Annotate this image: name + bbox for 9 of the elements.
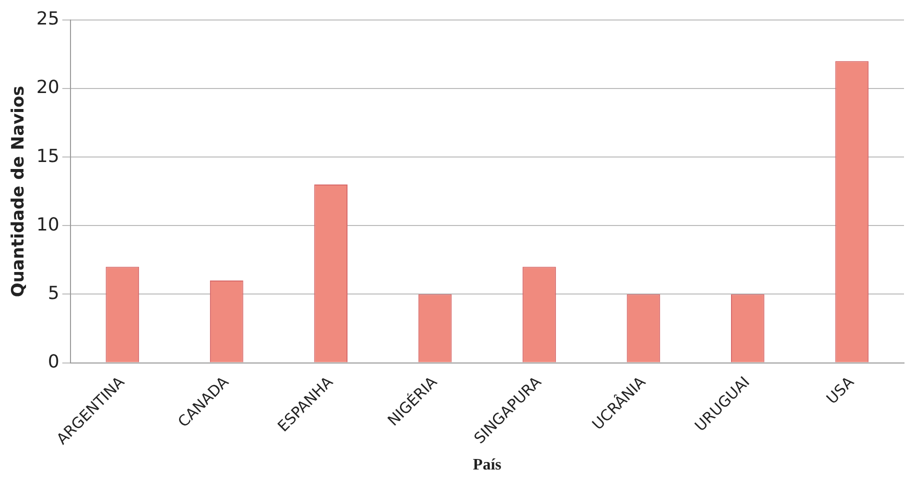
y-tick-label: 0 xyxy=(48,351,60,372)
y-tick-label: 25 xyxy=(36,8,60,30)
y-tick-label: 15 xyxy=(36,146,60,167)
y-axis-title: Quantidade de Navios xyxy=(8,86,29,298)
y-tick-label: 5 xyxy=(48,282,60,304)
y-tick-label: 20 xyxy=(36,77,60,98)
y-tick-label: 10 xyxy=(36,214,60,236)
x-axis-title: País xyxy=(472,456,502,474)
x-tick-label: USA xyxy=(822,372,858,408)
